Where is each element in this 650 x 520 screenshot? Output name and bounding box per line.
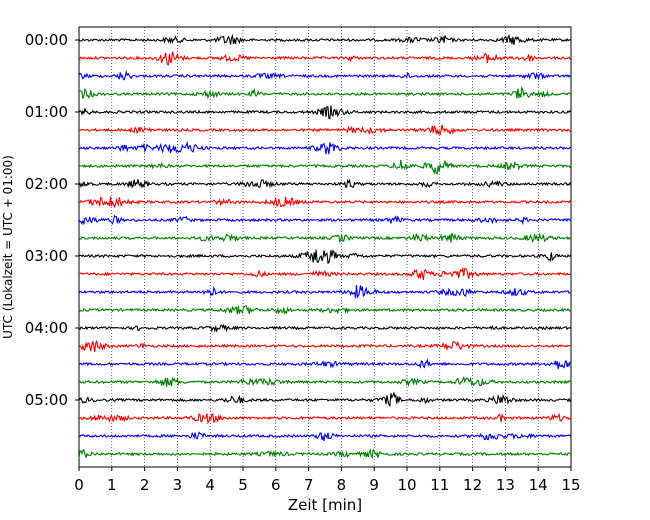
x-tick-label-12: 12: [463, 476, 482, 494]
x-tick-label-13: 13: [496, 476, 515, 494]
traces-group: [78, 33, 572, 460]
trace-21: [78, 391, 572, 408]
x-tick-label-10: 10: [397, 476, 416, 494]
x-axis-label: Zeit [min]: [288, 496, 362, 514]
y-tick-label-0: 00:00: [25, 31, 68, 49]
x-tick-label-4: 4: [205, 476, 215, 494]
x-tick-label-7: 7: [304, 476, 314, 494]
trace-6: [78, 124, 572, 136]
x-tick-label-11: 11: [430, 476, 449, 494]
trace-8: [78, 159, 572, 176]
trace-17: [78, 323, 572, 334]
y-tick-label-3: 03:00: [25, 247, 68, 265]
x-tick-label-14: 14: [529, 476, 548, 494]
trace-13: [78, 249, 572, 264]
trace-11: [78, 214, 572, 226]
trace-14: [79, 266, 572, 281]
trace-7: [78, 140, 572, 155]
y-tick-label-4: 04:00: [25, 319, 68, 337]
trace-22: [78, 412, 572, 425]
trace-5: [78, 105, 572, 120]
trace-23: [78, 431, 572, 442]
y-axis-label: UTC (Lokalzeit = UTC + 01:00): [1, 155, 15, 339]
x-tick-label-2: 2: [140, 476, 150, 494]
trace-1: [78, 33, 572, 45]
y-tick-label-2: 02:00: [25, 175, 68, 193]
vertical-gridlines: [111, 27, 539, 467]
trace-10: [79, 196, 572, 209]
trace-9: [78, 178, 572, 189]
x-tick-label-3: 3: [173, 476, 183, 494]
trace-16: [78, 305, 572, 315]
y-tick-label-5: 05:00: [25, 391, 68, 409]
x-axis-ticks: 0 1 2 3 4 5 6 7 8 9 10 11 12 13 14 15: [74, 467, 581, 494]
trace-12: [78, 232, 572, 244]
y-axis-ticks: 00:00 01:00 02:00 03:00 04:00 05:00: [25, 31, 79, 409]
x-tick-label-8: 8: [337, 476, 347, 494]
trace-4: [78, 85, 572, 100]
trace-24: [78, 448, 572, 460]
trace-2: [78, 51, 572, 66]
x-tick-label-5: 5: [238, 476, 248, 494]
y-tick-label-1: 01:00: [25, 103, 68, 121]
trace-20: [78, 376, 572, 388]
x-tick-label-15: 15: [561, 476, 580, 494]
x-tick-label-9: 9: [369, 476, 379, 494]
trace-15: [78, 285, 572, 299]
plot-frame: [78, 26, 572, 468]
x-tick-label-1: 1: [107, 476, 117, 494]
trace-18: [78, 340, 571, 352]
trace-3: [78, 69, 572, 81]
x-tick-label-0: 0: [74, 476, 84, 494]
x-tick-label-6: 6: [271, 476, 281, 494]
trace-19: [78, 358, 572, 370]
